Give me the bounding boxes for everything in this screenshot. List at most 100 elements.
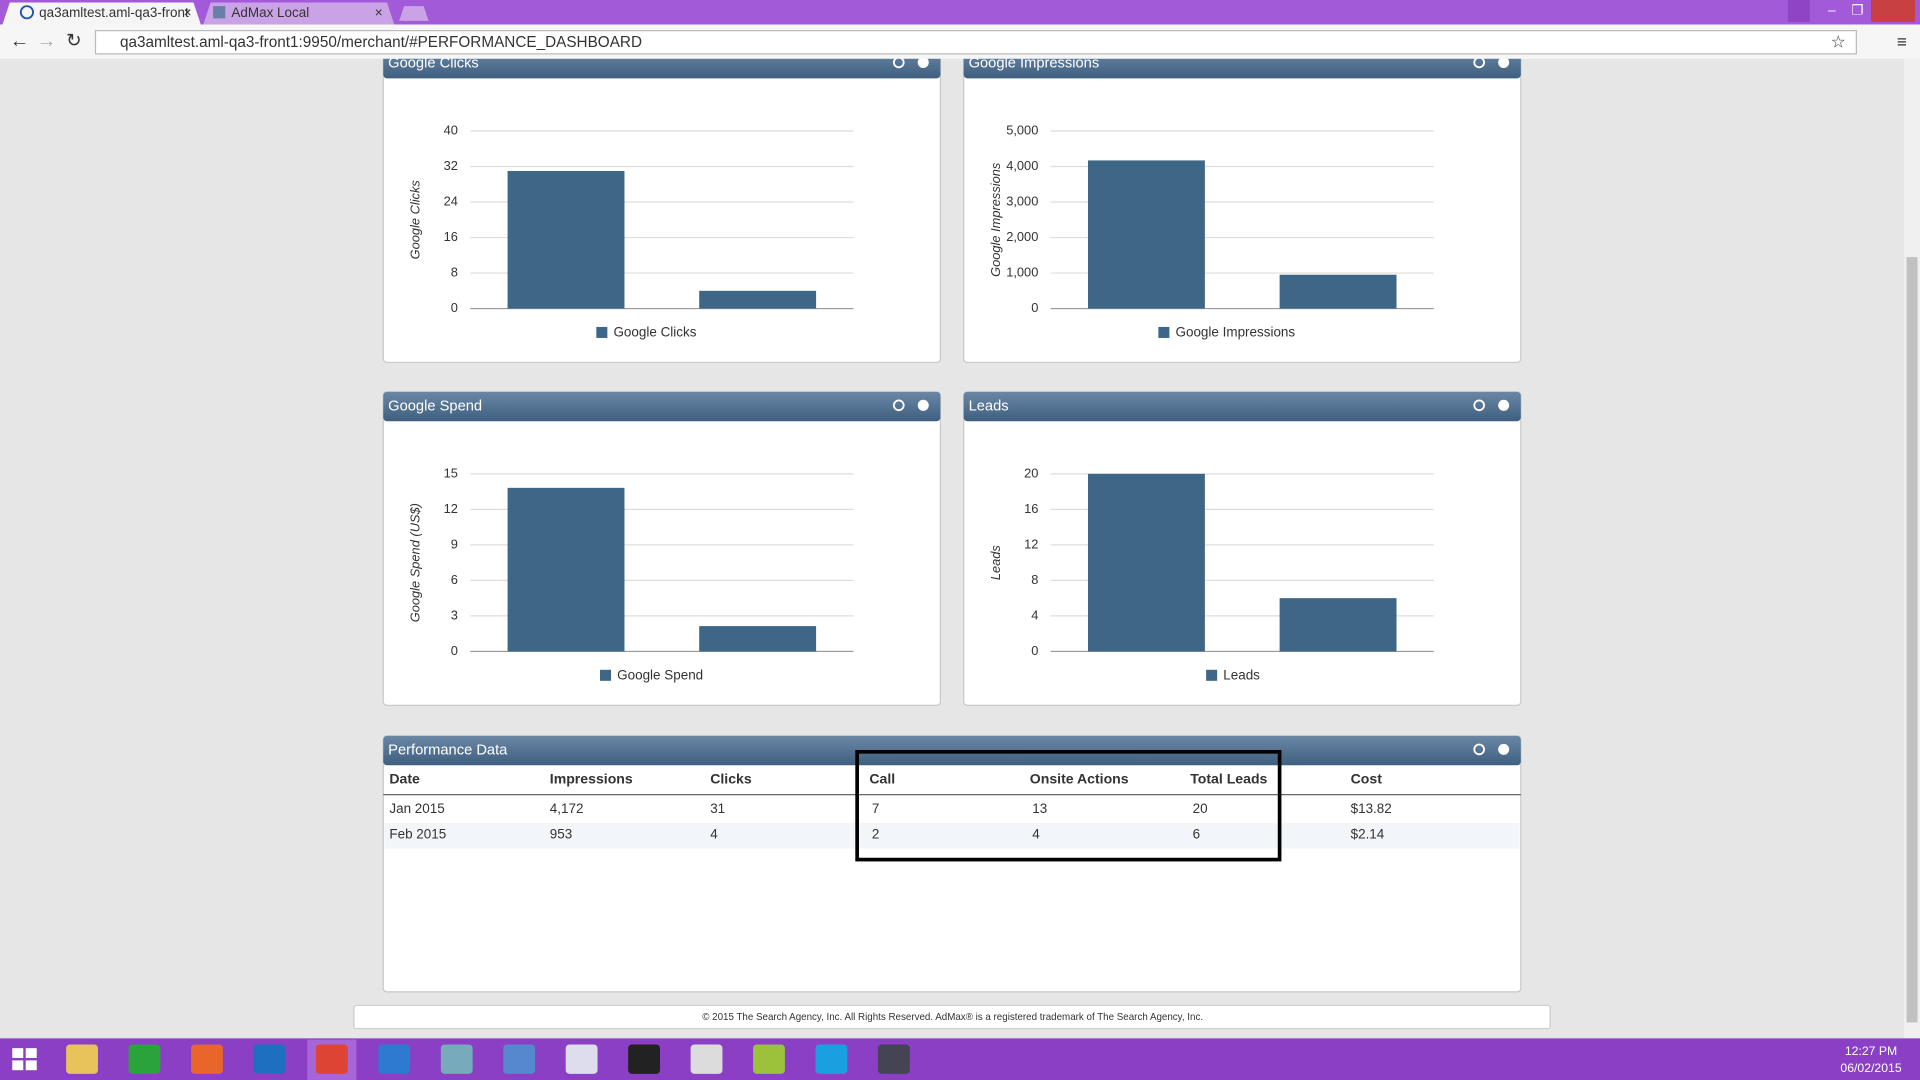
bar bbox=[507, 487, 625, 652]
y-tick-label: 0 bbox=[1031, 643, 1038, 658]
app-icon[interactable] bbox=[128, 1044, 161, 1074]
table-cell: 4 bbox=[710, 827, 718, 842]
tab-title[interactable]: qa3amltest.aml-qa3-front bbox=[39, 5, 189, 20]
app-icon[interactable] bbox=[378, 1044, 411, 1074]
app-icon[interactable] bbox=[191, 1044, 223, 1074]
y-tick-label: 12 bbox=[1024, 536, 1038, 551]
table-cell: 13 bbox=[1032, 801, 1047, 816]
legend-label[interactable]: Google Impressions bbox=[1176, 325, 1296, 340]
minimize[interactable]: – bbox=[1828, 3, 1836, 18]
bar bbox=[699, 626, 817, 652]
y-tick-label: 16 bbox=[1024, 501, 1038, 516]
table-cell: 953 bbox=[550, 827, 572, 842]
scroll-thumb[interactable] bbox=[1906, 257, 1918, 1023]
y-tick-label: 0 bbox=[451, 300, 458, 315]
legend-label[interactable]: Leads bbox=[1223, 667, 1260, 682]
row-stripe bbox=[384, 822, 1520, 849]
zoom-icon[interactable] bbox=[892, 399, 905, 412]
column-header[interactable]: Call bbox=[869, 771, 895, 787]
legend-swatch bbox=[596, 326, 608, 338]
y-tick-label: 6 bbox=[451, 572, 458, 587]
footer-text: © 2015 The Search Agency, Inc. All Right… bbox=[702, 1012, 1203, 1023]
app-icon[interactable] bbox=[253, 1044, 286, 1074]
table-cell: 20 bbox=[1193, 801, 1208, 816]
panel bbox=[963, 48, 1522, 364]
tab[interactable] bbox=[203, 2, 395, 25]
tab-icon bbox=[19, 5, 34, 20]
table-cell: 2 bbox=[872, 827, 879, 842]
table-cell: 6 bbox=[1193, 827, 1200, 842]
tab-icon bbox=[213, 6, 226, 19]
app-icon[interactable] bbox=[815, 1044, 848, 1074]
app-icon[interactable] bbox=[315, 1044, 348, 1074]
app-icon[interactable] bbox=[877, 1044, 910, 1074]
table-cell: 4,172 bbox=[550, 801, 584, 816]
taskbar-apps bbox=[66, 1039, 910, 1080]
app-icon[interactable] bbox=[690, 1044, 723, 1074]
column-header[interactable]: Clicks bbox=[710, 771, 752, 787]
bar bbox=[1087, 160, 1205, 309]
y-tick-label: 2,000 bbox=[1006, 229, 1038, 244]
column-header[interactable]: Total Leads bbox=[1190, 771, 1267, 787]
tab-close[interactable]: × bbox=[375, 5, 383, 20]
app-icon[interactable] bbox=[565, 1044, 598, 1074]
comment-icon[interactable] bbox=[1498, 56, 1510, 68]
column-header[interactable]: Date bbox=[389, 771, 420, 787]
comment-icon[interactable] bbox=[917, 56, 929, 68]
app-icon[interactable] bbox=[753, 1044, 785, 1074]
zoom-icon[interactable] bbox=[1473, 399, 1485, 412]
tab[interactable] bbox=[2, 2, 201, 25]
forward-button[interactable]: → bbox=[37, 30, 57, 52]
y-tick-label: 0 bbox=[451, 643, 458, 658]
url[interactable]: qa3amltest.aml-qa3-front1:9950/merchant/… bbox=[120, 34, 642, 51]
column-header[interactable]: Cost bbox=[1351, 771, 1383, 787]
app-icon[interactable] bbox=[440, 1044, 473, 1074]
highlight-box bbox=[855, 750, 1282, 862]
y-tick-label: 20 bbox=[1024, 465, 1038, 480]
y-tick-label: 3,000 bbox=[1006, 193, 1038, 208]
comment-icon[interactable] bbox=[917, 399, 929, 411]
panel bbox=[963, 391, 1522, 706]
bookmark-star[interactable]: ☆ bbox=[1831, 31, 1846, 51]
legend-swatch bbox=[1206, 669, 1218, 681]
panel-header bbox=[963, 391, 1521, 422]
panel-header bbox=[383, 391, 941, 422]
table-cell: $2.14 bbox=[1351, 827, 1385, 842]
app-icon[interactable] bbox=[503, 1044, 536, 1074]
profile-button[interactable] bbox=[1787, 0, 1810, 23]
panel-title: Google Spend bbox=[388, 398, 482, 414]
reload-button[interactable]: ↻ bbox=[66, 29, 81, 50]
back-button[interactable]: ← bbox=[10, 30, 30, 52]
y-tick-label: 40 bbox=[444, 122, 458, 137]
bar bbox=[1279, 274, 1397, 309]
new-tab[interactable] bbox=[399, 6, 429, 21]
restore[interactable]: ❐ bbox=[1851, 3, 1863, 18]
footer bbox=[353, 1004, 1551, 1030]
menu-button[interactable]: ≡ bbox=[1897, 31, 1907, 51]
tab-close[interactable]: × bbox=[184, 5, 192, 20]
clock-date: 06/02/2015 bbox=[1840, 1061, 1901, 1075]
column-header[interactable]: Impressions bbox=[550, 771, 633, 787]
close-window[interactable] bbox=[1871, 0, 1916, 23]
y-tick-label: 9 bbox=[451, 536, 458, 551]
y-tick-label: 4 bbox=[1031, 607, 1038, 622]
app-icon[interactable] bbox=[66, 1044, 98, 1074]
legend-label[interactable]: Google Spend bbox=[617, 667, 703, 682]
table-cell: Jan 2015 bbox=[389, 801, 444, 816]
bar bbox=[507, 170, 625, 309]
address-bar[interactable] bbox=[94, 30, 1857, 55]
column-header[interactable]: Onsite Actions bbox=[1030, 771, 1129, 787]
start-button[interactable] bbox=[12, 1048, 37, 1071]
comment-icon[interactable] bbox=[1498, 743, 1510, 755]
legend-label[interactable]: Google Clicks bbox=[613, 325, 696, 340]
comment-icon[interactable] bbox=[1498, 399, 1510, 411]
y-tick-label: 12 bbox=[444, 501, 458, 516]
zoom-icon[interactable] bbox=[1473, 743, 1485, 756]
panel bbox=[382, 48, 942, 364]
tab-title[interactable]: AdMax Local bbox=[231, 5, 309, 20]
table-cell: Feb 2015 bbox=[389, 827, 446, 842]
clock-time: 12:27 PM bbox=[1845, 1044, 1897, 1058]
y-axis-label: Google Impressions bbox=[988, 162, 1003, 277]
app-icon[interactable] bbox=[628, 1044, 660, 1074]
